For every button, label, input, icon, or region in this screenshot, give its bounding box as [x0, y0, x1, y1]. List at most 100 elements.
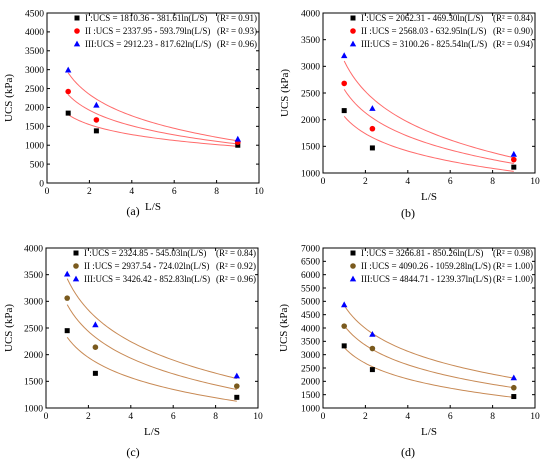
y-tick-label: 1000 — [301, 169, 320, 179]
y-axis-title: UCS (kPa) — [3, 74, 15, 122]
y-axis-title: UCS (kPa) — [3, 304, 15, 352]
y-tick-label: 1500 — [301, 391, 320, 401]
data-point — [65, 66, 72, 73]
x-tick-label: 8 — [213, 412, 218, 422]
x-axis-title: L/S — [145, 201, 161, 213]
legend-marker — [73, 40, 81, 47]
y-tick-label: 0 — [39, 179, 44, 189]
legend-r2: (R² = 0.92) — [216, 261, 256, 271]
legend-marker — [350, 28, 356, 34]
y-tick-label: 4000 — [25, 28, 44, 38]
fit-curve — [67, 94, 238, 145]
x-tick-label: 6 — [172, 187, 177, 197]
fit-curve — [67, 114, 238, 147]
plot-frame — [46, 12, 260, 184]
legend-r2: (R² = 1.00) — [493, 274, 533, 284]
data-point — [233, 372, 240, 379]
x-tick-label: 10 — [254, 187, 264, 197]
panel-label: (d) — [401, 445, 415, 459]
y-tick-label: 7000 — [301, 244, 320, 254]
data-point — [369, 145, 375, 151]
x-axis-title: L/S — [144, 426, 160, 438]
legend-marker — [350, 250, 356, 256]
legend-label: II :UCS = 4090.26 - 1059.28ln(L/S) — [361, 261, 491, 271]
y-tick-label: 2500 — [24, 324, 43, 334]
legend-label: I :UCS = 1810.36 - 381.61ln(L/S) — [85, 13, 207, 23]
data-point — [369, 105, 376, 111]
y-tick-label: 1500 — [301, 143, 320, 153]
x-tick-label: 4 — [405, 177, 410, 187]
fit-curve — [67, 72, 238, 142]
fit-curve — [343, 89, 514, 165]
legend-label: I :UCS = 3266.81 - 850.26ln(L/S) — [361, 248, 483, 258]
y-tick-label: 1500 — [25, 123, 44, 133]
panel-label: (c) — [126, 445, 139, 459]
legend-marker — [74, 15, 80, 21]
x-tick-label: 2 — [86, 412, 91, 422]
y-tick-label: 1000 — [25, 142, 44, 152]
data-point — [64, 328, 70, 334]
legend-label: III:UCS = 3426.42 - 852.83ln(L/S) — [84, 274, 210, 284]
y-tick-label: 2500 — [301, 364, 320, 374]
y-tick-label: 3000 — [301, 63, 320, 73]
plot-frame — [322, 12, 536, 174]
data-point — [235, 142, 241, 148]
y-tick-label: 2500 — [25, 85, 44, 95]
data-point — [369, 367, 375, 373]
x-axis-title: L/S — [421, 191, 437, 203]
y-tick-label: 2500 — [301, 89, 320, 99]
legend-label: II :UCS = 2568.03 - 632.95ln(L/S) — [361, 26, 486, 36]
legend-label: I :UCS = 2324.85 - 545.03ln(L/S) — [84, 248, 206, 258]
x-tick-label: 10 — [530, 412, 540, 422]
x-tick-label: 4 — [128, 412, 133, 422]
legend-marker — [349, 275, 357, 282]
legend-r2: (R² = 0.94) — [493, 39, 533, 49]
fit-curve — [66, 337, 237, 402]
y-tick-label: 3000 — [301, 351, 320, 361]
fit-curve — [66, 278, 237, 380]
data-point — [234, 383, 240, 389]
legend-label: II :UCS = 2937.54 - 724.02ln(L/S) — [84, 261, 209, 271]
x-tick-label: 4 — [405, 412, 410, 422]
fit-curve — [343, 305, 514, 379]
x-tick-label: 8 — [214, 187, 219, 197]
panel-d: 0 2 4 6 8 10 1000 1500 2000 2500 3000 3500 4000 4500 5… — [278, 244, 540, 459]
legend-marker — [349, 40, 357, 47]
fit-curve — [66, 304, 237, 390]
y-axis-title: UCS (kPa) — [279, 69, 291, 117]
panel-c: 0 2 4 6 8 10 1000 1500 2000 2500 3000 3500 4000 L/S UC… — [3, 244, 263, 459]
legend-label: III:UCS = 3100.26 - 825.54ln(L/S) — [361, 39, 487, 49]
legend-label: II :UCS = 2337.95 - 593.79ln(L/S) — [85, 26, 210, 36]
x-tick-label: 2 — [363, 412, 368, 422]
data-point — [369, 331, 376, 337]
legend-r2: (R² = 0.84) — [216, 248, 256, 258]
legend-r2: (R² = 0.96) — [217, 39, 257, 49]
y-tick-label: 4500 — [301, 311, 320, 321]
x-tick-label: 10 — [253, 412, 263, 422]
legend-label: III:UCS = 2912.23 - 817.62ln(L/S) — [85, 39, 211, 49]
data-point — [341, 301, 348, 308]
panel-a: 0 2 4 6 8 10 0 500 1000 1500 2000 2500 3000 3500 4000 4… — [3, 9, 264, 218]
data-point — [369, 345, 376, 352]
fit-curve — [343, 60, 514, 159]
x-tick-label: 0 — [44, 412, 49, 422]
data-point — [234, 135, 241, 142]
fit-curve — [343, 347, 514, 398]
y-tick-label: 1000 — [301, 404, 320, 414]
y-tick-label: 2000 — [301, 378, 320, 388]
data-point — [65, 88, 71, 95]
y-axis-title: UCS (kPa) — [278, 304, 290, 352]
panel-label: (a) — [126, 204, 139, 218]
data-point — [511, 384, 517, 391]
y-tick-label: 1500 — [24, 378, 43, 388]
y-tick-label: 2000 — [301, 116, 320, 126]
y-tick-label: 4000 — [301, 324, 320, 334]
y-tick-label: 3500 — [25, 47, 44, 57]
y-tick-label: 3000 — [25, 66, 44, 76]
y-tick-label: 1000 — [24, 404, 43, 414]
data-point — [510, 150, 517, 157]
legend-r2: (R² = 0.96) — [216, 274, 256, 284]
y-tick-label: 2000 — [25, 104, 44, 114]
legend-r2: (R² = 0.90) — [493, 26, 533, 36]
